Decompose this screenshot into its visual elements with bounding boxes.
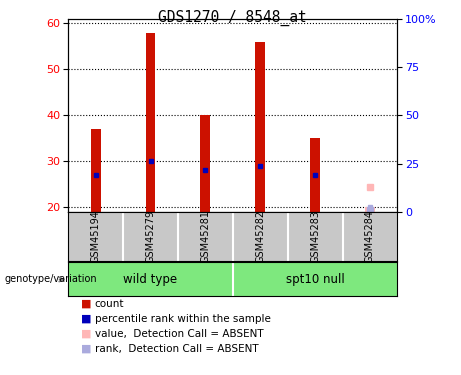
Text: ■: ■ [81, 329, 91, 339]
Text: ■: ■ [81, 314, 91, 324]
Text: genotype/variation: genotype/variation [5, 274, 97, 284]
Text: GSM45282: GSM45282 [255, 210, 265, 263]
Text: GSM45194: GSM45194 [91, 210, 100, 262]
Bar [310, 138, 320, 212]
Text: GSM45279: GSM45279 [146, 210, 155, 263]
Bar [201, 116, 210, 212]
Text: GSM45283: GSM45283 [310, 210, 320, 263]
Text: count: count [95, 299, 124, 309]
Text: value,  Detection Call = ABSENT: value, Detection Call = ABSENT [95, 329, 263, 339]
Text: ■: ■ [81, 299, 91, 309]
Text: rank,  Detection Call = ABSENT: rank, Detection Call = ABSENT [95, 344, 258, 354]
Bar [255, 42, 265, 212]
Text: GSM45281: GSM45281 [201, 210, 210, 263]
Text: spt10 null: spt10 null [286, 273, 344, 285]
Bar [365, 207, 375, 212]
Text: percentile rank within the sample: percentile rank within the sample [95, 314, 271, 324]
Bar [146, 33, 155, 212]
Bar [91, 129, 100, 212]
Text: GDS1270 / 8548_at: GDS1270 / 8548_at [159, 9, 307, 26]
Text: GSM45284: GSM45284 [365, 210, 375, 263]
Text: ■: ■ [81, 344, 91, 354]
Text: wild type: wild type [124, 273, 177, 285]
